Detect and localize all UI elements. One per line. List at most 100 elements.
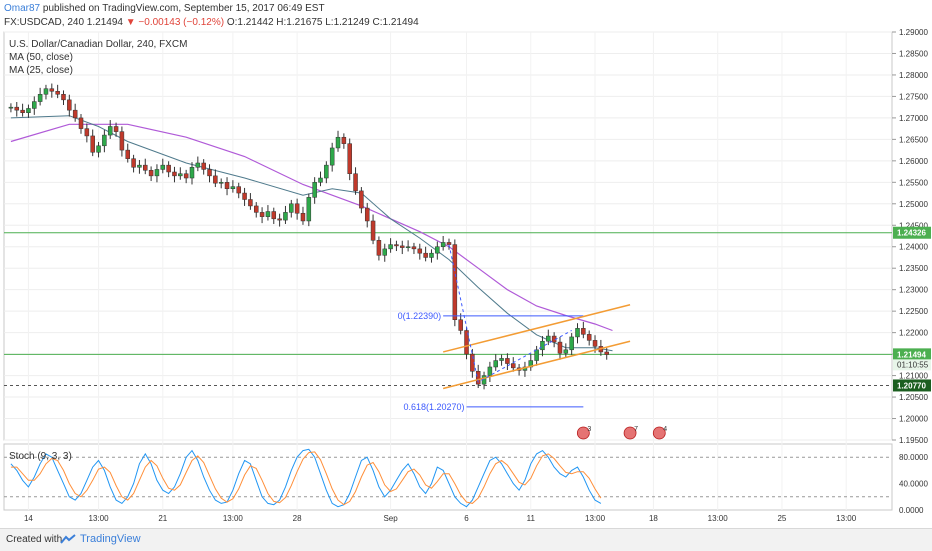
- time-tick-label: 14: [24, 514, 33, 523]
- chart[interactable]: 0(1.22390) 0.618(1.20270) 3 7 4 1.29000 1.285…: [0, 0, 932, 528]
- candle-body: [119, 131, 125, 151]
- price-tick-label: 1.27000: [899, 114, 928, 123]
- symbol-label: FX:USDCAD, 240 1.21494: [4, 17, 126, 28]
- candle-body: [143, 164, 148, 171]
- candle-body: [213, 175, 218, 184]
- ohlc-label: O:1.21442 H:1.21675 L:1.21249 C:1.21494: [224, 17, 419, 28]
- candles: [8, 83, 609, 390]
- publish-info: Omar87 published on TradingView.com, Sep…: [4, 3, 325, 14]
- candle-body: [586, 334, 592, 341]
- price-tick-label: 1.23500: [899, 264, 928, 273]
- candle-body: [458, 319, 463, 331]
- time-tick-label: 13:00: [223, 514, 244, 523]
- candle-body: [20, 109, 25, 113]
- candle-body: [224, 182, 230, 190]
- price-tick-label: 1.27500: [899, 92, 928, 101]
- candle-body: [464, 330, 469, 355]
- stoch-pane[interactable]: [3, 443, 893, 511]
- price-axis[interactable]: 1.29000 1.28500 1.28000 1.27500 1.27000 1.265…: [892, 28, 931, 515]
- ma25-legend: MA (25, close): [9, 65, 73, 76]
- stoch-tick-label: 40.0000: [899, 480, 928, 489]
- price-tick-label: 1.20500: [899, 393, 928, 402]
- ma50-line: [10, 123, 613, 332]
- candle-body: [329, 147, 335, 166]
- candle-body: [487, 366, 493, 376]
- candle-body: [359, 190, 364, 209]
- candle-body: [493, 360, 498, 368]
- price-pane[interactable]: [3, 31, 893, 441]
- stoch-tick-label: 80.0000: [899, 453, 928, 462]
- stochastic: [4, 448, 892, 508]
- price-axis-tag-label: 1.24326: [897, 229, 926, 238]
- footer: Created with TradingView: [0, 528, 932, 551]
- candle-body: [376, 240, 382, 256]
- candle-body: [8, 106, 14, 109]
- stoch-legend: Stoch (9, 3, 3): [9, 451, 72, 462]
- countdown-tag: [893, 359, 931, 371]
- candle-body: [67, 99, 72, 111]
- change-label: −0.00143 (−0.12%): [135, 17, 225, 28]
- publish-header: Omar87 published on TradingView.com, Sep…: [0, 0, 932, 30]
- candle-body: [32, 101, 37, 109]
- time-tick-label: Sep: [383, 514, 398, 523]
- time-tick-label: 18: [649, 514, 658, 523]
- ma50-legend: MA (50, close): [9, 52, 73, 63]
- price-tick-label: 1.25500: [899, 178, 928, 187]
- countdown-label: 01:10:55: [897, 360, 929, 369]
- candle-body: [364, 207, 370, 222]
- economic-event-count: 7: [634, 426, 638, 433]
- drawings[interactable]: 0(1.22390) 0.618(1.20270) 3 7 4: [398, 244, 668, 440]
- price-tick-label: 1.29000: [899, 28, 928, 37]
- candle-body: [540, 340, 545, 351]
- candle-body: [429, 252, 434, 258]
- candle-body: [318, 177, 323, 183]
- grid: [4, 31, 892, 510]
- candle-body: [84, 128, 90, 137]
- candle-body: [581, 328, 586, 335]
- candle-body: [78, 117, 84, 129]
- price-tick-label: 1.25000: [899, 200, 928, 209]
- candle-body: [61, 94, 66, 101]
- candle-body: [277, 218, 282, 221]
- candle-body: [265, 211, 271, 217]
- candle-body: [178, 173, 183, 177]
- price-tick-label: 1.21000: [899, 372, 928, 381]
- price-axis-tag-label: 1.21494: [897, 350, 926, 359]
- economic-event-flag-icon: [576, 426, 590, 440]
- price-axis-tag: [893, 348, 931, 361]
- candle-body: [96, 145, 101, 153]
- time-axis[interactable]: 14 13:00 21 13:00 28 Sep 6 11 13:00 18 13:00 25 13:0…: [24, 514, 857, 523]
- time-tick-label: 13:00: [585, 514, 606, 523]
- candle-body: [90, 135, 95, 153]
- price-tick-label: 1.20000: [899, 415, 928, 424]
- candle-body: [300, 212, 306, 222]
- candle-body: [353, 173, 358, 192]
- price-tick-label: 1.22000: [899, 329, 928, 338]
- candle-body: [166, 164, 171, 173]
- candle-body: [125, 149, 130, 159]
- candle-body: [236, 186, 241, 194]
- tradingview-brand[interactable]: TradingView: [80, 533, 141, 545]
- channel-lower-line: [442, 340, 631, 390]
- time-tick-label: 13:00: [708, 514, 729, 523]
- author-link[interactable]: Omar87: [4, 3, 41, 14]
- candle-body: [283, 212, 288, 221]
- time-tick-label: 13:00: [89, 514, 110, 523]
- candle-body: [137, 164, 142, 168]
- candle-body: [259, 212, 265, 217]
- candle-body: [423, 252, 428, 258]
- candle-body: [475, 371, 481, 385]
- time-tick-label: 13:00: [836, 514, 857, 523]
- candle-body: [148, 170, 154, 177]
- economic-event-flag-icon: [623, 426, 637, 440]
- candle-body: [160, 164, 166, 170]
- candle-body: [154, 169, 160, 177]
- price-axis-tag-label: 1.20770: [897, 381, 926, 390]
- candle-body: [230, 186, 236, 190]
- price-tick-label: 1.28500: [899, 49, 928, 58]
- candle-body: [499, 358, 504, 361]
- candle-body: [253, 205, 259, 213]
- price-tick-label: 1.24000: [899, 243, 928, 252]
- price-tick-label: 1.22500: [899, 307, 928, 316]
- price-axis-tag: [893, 226, 931, 239]
